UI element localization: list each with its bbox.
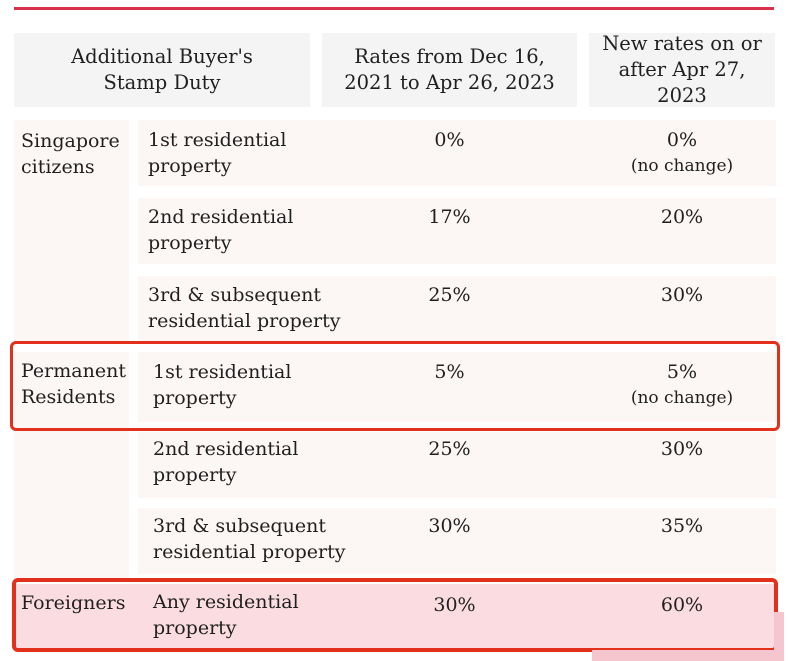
table-row-property: 3rd & subsequent residential property — [153, 513, 353, 565]
new-rate-value: 30% — [660, 284, 704, 306]
edge-artifact — [592, 650, 778, 661]
new-rate-value: 20% — [660, 206, 704, 228]
new-rate-value: 60% — [660, 594, 704, 616]
group-permanent-residents: Permanent Residents — [14, 352, 129, 580]
header-old-rates: Rates from Dec 16, 2021 to Apr 26, 2023 — [322, 33, 577, 107]
old-rate-value: 5% — [434, 361, 465, 383]
new-rate-value: 5% — [666, 361, 698, 383]
table-row-property: 3rd & subsequent residential property — [148, 282, 348, 334]
group-foreigners-label: Foreigners — [21, 592, 126, 614]
property-label: 3rd & subsequent residential property — [153, 515, 346, 563]
property-label: 3rd & subsequent residential property — [148, 284, 341, 332]
row-background — [138, 352, 776, 422]
table-row-new-rate: 5% (no change) — [589, 359, 775, 411]
table-row-property: 1st residential property — [148, 127, 328, 179]
new-rate-value: 35% — [660, 515, 704, 537]
header-new-rates: New rates on or after Apr 27, 2023 — [589, 32, 775, 107]
table-row-property: 2nd residential property — [153, 436, 333, 488]
table-row-old-rate: 25% — [322, 282, 577, 308]
property-label: 1st residential property — [148, 129, 287, 177]
header-old-rates-label: Rates from Dec 16, 2021 to Apr 26, 2023 — [344, 45, 555, 94]
property-label: Any residential property — [153, 591, 299, 639]
table-row-old-rate: 5% — [322, 359, 577, 385]
table-row-property: 2nd residential property — [148, 204, 328, 256]
table-row-old-rate: 17% — [322, 204, 577, 230]
header-abs-duty: Additional Buyer's Stamp Duty — [14, 33, 310, 107]
row-background — [138, 198, 776, 264]
table-row-new-rate: 35% — [589, 513, 775, 539]
row-background — [138, 276, 776, 342]
table-row-new-rate: 60% — [589, 592, 775, 618]
table-row-old-rate: 30% — [322, 513, 577, 539]
no-change-note: (no change) — [630, 388, 734, 408]
table-row-property: 1st residential property — [153, 359, 333, 411]
new-rate-value: 0% — [666, 129, 698, 151]
old-rate-value: 30% — [428, 515, 471, 537]
header-abs-duty-label: Additional Buyer's Stamp Duty — [71, 45, 253, 94]
old-rate-value: 30% — [433, 594, 476, 616]
foreigners-row-background — [14, 584, 776, 648]
row-background — [138, 432, 776, 498]
group-singapore-citizens: Singapore citizens — [14, 120, 129, 342]
table-row-property: Any residential property — [153, 589, 333, 641]
group-singapore-citizens-label: Singapore citizens — [21, 130, 120, 178]
old-rate-value: 0% — [434, 129, 465, 151]
highlight-foreigners — [12, 578, 778, 652]
new-rate-value: 30% — [660, 438, 704, 460]
table-row-new-rate: 30% — [589, 282, 775, 308]
group-foreigners: Foreigners — [14, 584, 129, 648]
header-new-rates-label: New rates on or after Apr 27, 2023 — [602, 32, 762, 107]
row-background — [138, 508, 776, 574]
table-row-old-rate: 0% — [322, 127, 577, 153]
table-row-new-rate: 30% — [589, 436, 775, 462]
top-rule — [14, 7, 774, 10]
no-change-note: (no change) — [630, 156, 734, 176]
old-rate-value: 25% — [428, 438, 471, 460]
property-label: 2nd residential property — [148, 206, 294, 254]
table-row-old-rate: 25% — [322, 436, 577, 462]
property-label: 2nd residential property — [153, 438, 299, 486]
table-row-old-rate: 30% — [322, 592, 587, 618]
old-rate-value: 25% — [428, 284, 471, 306]
highlight-permanent-residents-1st — [10, 341, 780, 431]
table-row-new-rate: 0% (no change) — [589, 127, 775, 179]
row-background — [138, 120, 776, 186]
table-row-new-rate: 20% — [589, 204, 775, 230]
group-permanent-residents-label: Permanent Residents — [21, 360, 126, 408]
old-rate-value: 17% — [428, 206, 471, 228]
property-label: 1st residential property — [153, 361, 292, 409]
edge-artifact — [774, 612, 784, 661]
